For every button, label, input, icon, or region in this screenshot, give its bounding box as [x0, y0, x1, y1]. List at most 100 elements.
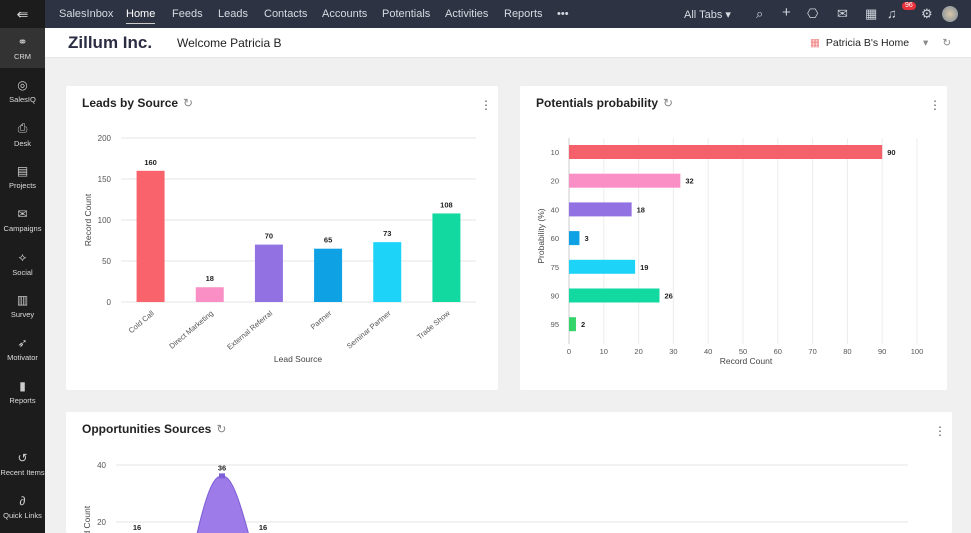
- bar: [569, 145, 883, 159]
- reports-icon: ▮: [19, 379, 26, 393]
- card-title: Leads by Source: [82, 96, 179, 110]
- sidebar-item-quick-links[interactable]: ∂ Quick Links: [0, 487, 45, 527]
- all-tabs-dropdown[interactable]: All Tabs ▾: [684, 9, 731, 21]
- gear-icon[interactable]: ⚙: [921, 6, 933, 21]
- sidebar-item-recent-items[interactable]: ↺ Recent Items: [0, 444, 45, 484]
- x-tick-label: Trade Show: [415, 308, 452, 341]
- y-tick-label: 40: [551, 205, 559, 214]
- sidebar-item-label: Survey: [10, 310, 35, 319]
- home-selector[interactable]: ▦ Patricia B's Home ▾ ↻: [810, 37, 951, 49]
- x-tick-label: 0: [567, 347, 571, 356]
- mail-icon[interactable]: ✉: [837, 6, 848, 21]
- card-title: Potentials probability: [536, 96, 659, 110]
- potentials-probability-chart: 0 10 20 30 40 50 60 70 80 90 100 90 10 32 20 18 40 3 60 19 7…: [536, 138, 924, 366]
- data-label: 70: [265, 232, 273, 241]
- sidebar-item-survey[interactable]: ▥ Survey: [0, 286, 45, 326]
- data-label: 73: [383, 229, 391, 238]
- sidebar: ⚭ CRM ◎ SalesIQ ⎙ Desk ▤ Projects ✉ Campaigns ⟡ Soc…: [0, 28, 45, 533]
- data-label: 36: [218, 463, 226, 472]
- sidebar-item-social[interactable]: ⟡ Social: [0, 243, 45, 283]
- sidebar-item-label: Motivator: [7, 353, 38, 362]
- refresh-icon[interactable]: ↻: [183, 96, 194, 110]
- more-tabs-button[interactable]: •••: [557, 8, 569, 20]
- gamepad-icon[interactable]: ⎔: [807, 6, 819, 21]
- campaigns-icon: ✉: [17, 207, 28, 221]
- survey-icon: ▥: [16, 293, 29, 307]
- y-tick-label: 40: [97, 461, 106, 470]
- nav-tab-potentials[interactable]: Potentials: [382, 8, 431, 20]
- sidebar-item-crm[interactable]: ⚭ CRM: [0, 28, 45, 68]
- x-tick-label: 30: [669, 347, 677, 356]
- nav-tab-leads[interactable]: Leads: [218, 8, 248, 20]
- sidebar-item-projects[interactable]: ▤ Projects: [0, 157, 45, 197]
- sidebar-item-desk[interactable]: ⎙ Desk: [0, 114, 45, 154]
- refresh-icon[interactable]: ↻: [942, 37, 952, 49]
- nav-tab-accounts[interactable]: Accounts: [322, 8, 368, 20]
- more-options-icon[interactable]: ⋮: [929, 98, 941, 112]
- x-axis-label: Lead Source: [274, 354, 322, 364]
- y-tick-label: 20: [97, 518, 106, 527]
- add-icon[interactable]: +: [782, 4, 791, 21]
- leads-by-source-card: Leads by Source ↻ ⋮ 0 50 100 150 200 160 Cold C…: [66, 86, 498, 390]
- y-tick-label: 20: [551, 177, 559, 186]
- x-tick-label: Direct Marketing: [167, 309, 215, 351]
- bar: [569, 317, 576, 332]
- x-tick-label: 100: [911, 347, 924, 356]
- x-tick-label: 10: [600, 347, 608, 356]
- data-label: 18: [206, 274, 214, 283]
- data-label: 3: [584, 234, 588, 243]
- sidebar-item-label: SalesIQ: [9, 95, 36, 104]
- grid-icon: ▦: [810, 37, 820, 49]
- y-axis-label: Probability (%): [536, 208, 546, 263]
- history-icon: ↺: [17, 451, 28, 465]
- motivator-icon: ➶: [17, 336, 28, 350]
- sidebar-item-label: Projects: [8, 181, 37, 190]
- sidebar-item-salesiq[interactable]: ◎ SalesIQ: [0, 71, 45, 111]
- sidebar-item-motivator[interactable]: ➶ Motivator: [0, 329, 45, 369]
- x-tick-label: 90: [878, 347, 886, 356]
- bar: [569, 259, 636, 274]
- y-axis-label: Record Count: [82, 505, 92, 533]
- bar: [569, 202, 632, 217]
- nav-tab-contacts[interactable]: Contacts: [264, 8, 308, 20]
- bar: [373, 242, 402, 302]
- calendar-icon[interactable]: ▦: [865, 6, 878, 21]
- data-label: 19: [640, 263, 648, 272]
- top-nav: ⇚ SalesInbox Home Feeds Leads Contacts Accoun…: [0, 0, 971, 28]
- sidebar-item-campaigns[interactable]: ✉ Campaigns: [0, 200, 45, 240]
- more-options-icon[interactable]: ⋮: [934, 424, 946, 438]
- nav-tab-home[interactable]: Home: [126, 8, 156, 24]
- nav-tab-salesinbox[interactable]: SalesInbox: [59, 8, 114, 20]
- bar: [432, 213, 461, 302]
- social-icon: ⟡: [18, 250, 27, 264]
- x-tick-label: 70: [808, 347, 816, 356]
- sidebar-item-reports[interactable]: ▮ Reports: [0, 372, 45, 412]
- refresh-icon[interactable]: ↻: [663, 96, 674, 110]
- data-label: 16: [133, 523, 141, 532]
- y-tick-label: 100: [98, 216, 112, 225]
- avatar[interactable]: [942, 6, 958, 22]
- x-tick-label: 60: [774, 347, 782, 356]
- y-tick-label: 200: [98, 134, 112, 143]
- refresh-icon[interactable]: ↻: [216, 422, 227, 436]
- chevron-down-icon[interactable]: ▾: [923, 37, 929, 49]
- collapse-menu-icon[interactable]: ⇚: [0, 0, 45, 28]
- y-tick-label: 60: [551, 234, 559, 243]
- search-icon[interactable]: ⌕: [756, 6, 764, 21]
- notification-badge: 96: [902, 2, 916, 10]
- bell-icon[interactable]: ♫: [887, 6, 897, 21]
- desk-icon: ⎙: [17, 121, 28, 135]
- x-tick-label: Cold Call: [127, 308, 156, 335]
- y-tick-label: 90: [551, 292, 559, 301]
- bar: [314, 248, 343, 302]
- more-options-icon[interactable]: ⋮: [480, 98, 492, 112]
- nav-tab-reports[interactable]: Reports: [504, 8, 543, 20]
- x-tick-label: 50: [739, 347, 747, 356]
- y-tick-label: 10: [551, 148, 559, 157]
- nav-tab-activities[interactable]: Activities: [445, 8, 489, 20]
- nav-tab-feeds[interactable]: Feeds: [172, 8, 203, 20]
- bar: [136, 170, 165, 302]
- sidebar-item-label: Desk: [13, 139, 32, 148]
- data-label: 26: [664, 292, 672, 301]
- data-label: 32: [685, 177, 693, 186]
